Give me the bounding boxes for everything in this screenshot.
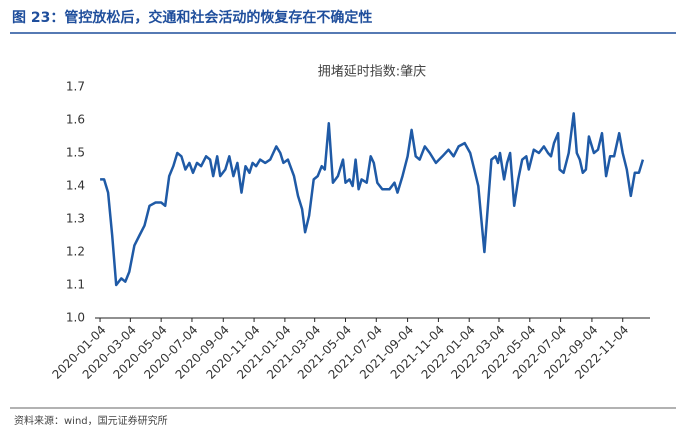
y-tick-label: 1.7 [66,80,85,94]
source: 资料来源：wind，国元证券研究所 [14,414,168,427]
y-tick-label: 1.1 [66,278,85,292]
y-tick-label: 1.3 [66,212,85,226]
figure-title: 图 23：管控放松后，交通和社会活动的恢复存在不确定性 [12,9,372,26]
chart-title: 拥堵延时指数:肇庆 [318,65,426,80]
y-tick-label: 1.2 [66,245,85,259]
y-tick-label: 1.0 [66,311,85,325]
y-tick-label: 1.6 [66,113,85,127]
y-tick-label: 1.5 [66,146,85,160]
data-line [100,112,645,287]
y-tick-label: 1.4 [66,179,85,193]
